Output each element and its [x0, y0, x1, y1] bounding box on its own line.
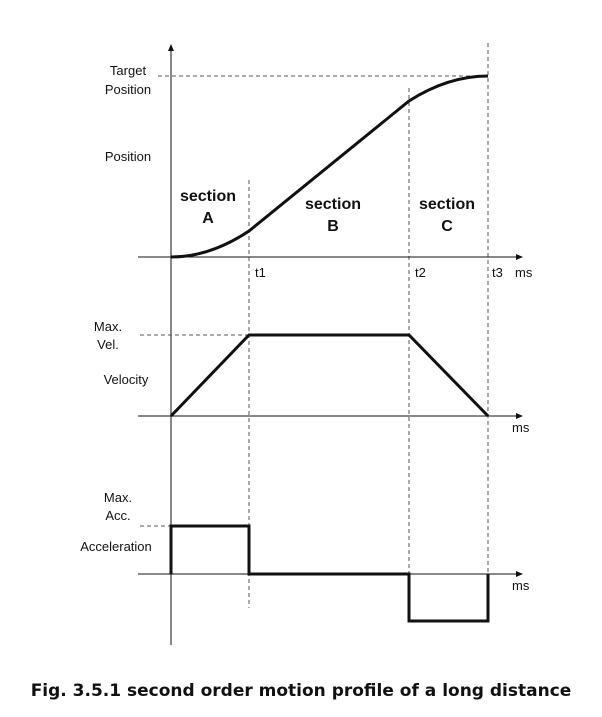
section-a-label-line2: A — [202, 210, 214, 227]
velocity-axis-label: Velocity — [104, 372, 149, 387]
max-velocity-label-line1: Max. — [94, 319, 122, 334]
position-axis-label: Position — [105, 149, 151, 164]
position-time-unit-label: ms — [515, 265, 533, 280]
velocity-curve — [169, 333, 490, 418]
max-velocity-label-line2: Vel. — [97, 337, 119, 352]
t1-label: t1 — [255, 265, 266, 280]
max-acceleration-label-line1: Max. — [104, 490, 132, 505]
t3-label: t3 — [492, 265, 503, 280]
position-curve — [170, 74, 489, 259]
section-b-label-line1: section — [305, 196, 361, 213]
velocity-time-unit-label: ms — [512, 420, 530, 435]
section-a-label-line1: section — [180, 188, 236, 205]
motion-profile-diagram: Target Position Position section A secti… — [80, 43, 533, 645]
acceleration-curve — [169, 524, 490, 623]
acceleration-axis-label: Acceleration — [80, 539, 152, 554]
section-c-label-line2: C — [441, 218, 453, 235]
max-acceleration-label-line2: Acc. — [105, 508, 130, 523]
section-c-label-line1: section — [419, 196, 475, 213]
section-b-label-line2: B — [327, 218, 339, 235]
t2-label: t2 — [415, 265, 426, 280]
acceleration-time-unit-label: ms — [512, 578, 530, 593]
target-position-label-line2: Position — [105, 82, 151, 97]
target-position-label-line1: Target — [110, 63, 147, 78]
figure-caption: Fig. 3.5.1 second order motion profile o… — [30, 681, 572, 701]
